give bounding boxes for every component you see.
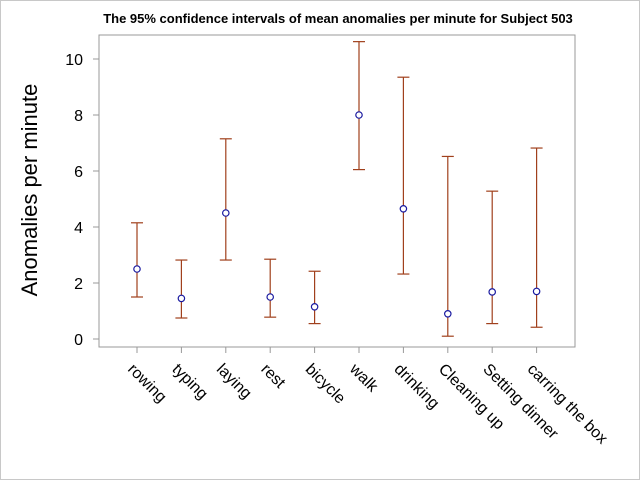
mean-marker (310, 302, 319, 311)
mean-marker (133, 265, 141, 273)
x-tick-label: rest (257, 361, 288, 392)
y-tick-label: 10 (65, 52, 83, 69)
error-bar (175, 259, 188, 319)
y-tick-label: 2 (74, 276, 83, 293)
x-tick-label: walk (345, 360, 381, 396)
x-tick-label: laying (213, 361, 255, 403)
error-bar (308, 270, 321, 325)
error-bar (353, 41, 365, 171)
mean-marker (177, 294, 186, 303)
chart-title: The 95% confidence intervals of mean ano… (103, 11, 573, 26)
y-tick-label: 0 (74, 332, 83, 349)
mean-marker (355, 111, 363, 119)
error-bar (397, 76, 410, 275)
error-bar (441, 155, 454, 337)
error-bars (131, 41, 543, 337)
x-tick-label: drinking (391, 361, 443, 413)
y-tick-label: 4 (74, 220, 83, 237)
y-axis-label: Anomalies per minute (17, 84, 42, 297)
y-tick-label: 8 (74, 108, 83, 125)
x-tick-label: rowing (124, 361, 169, 406)
x-tick-label: typing (169, 361, 211, 403)
mean-markers (133, 111, 541, 318)
mean-marker (532, 287, 541, 296)
error-bar (131, 222, 143, 298)
mean-marker (488, 288, 497, 296)
y-axis: 0 2 4 6 8 10 (65, 52, 99, 349)
error-bar (219, 138, 232, 261)
x-tick-label: carring the box (524, 361, 611, 448)
error-bar (530, 147, 543, 328)
x-tick-label: bicycle (302, 361, 349, 408)
plot-area (98, 34, 576, 348)
mean-marker (266, 293, 275, 301)
error-bar (486, 190, 499, 325)
y-tick-label: 6 (74, 164, 83, 181)
mean-marker (443, 309, 452, 318)
mean-marker (222, 209, 230, 217)
error-bar (264, 258, 277, 318)
mean-marker (399, 205, 408, 213)
